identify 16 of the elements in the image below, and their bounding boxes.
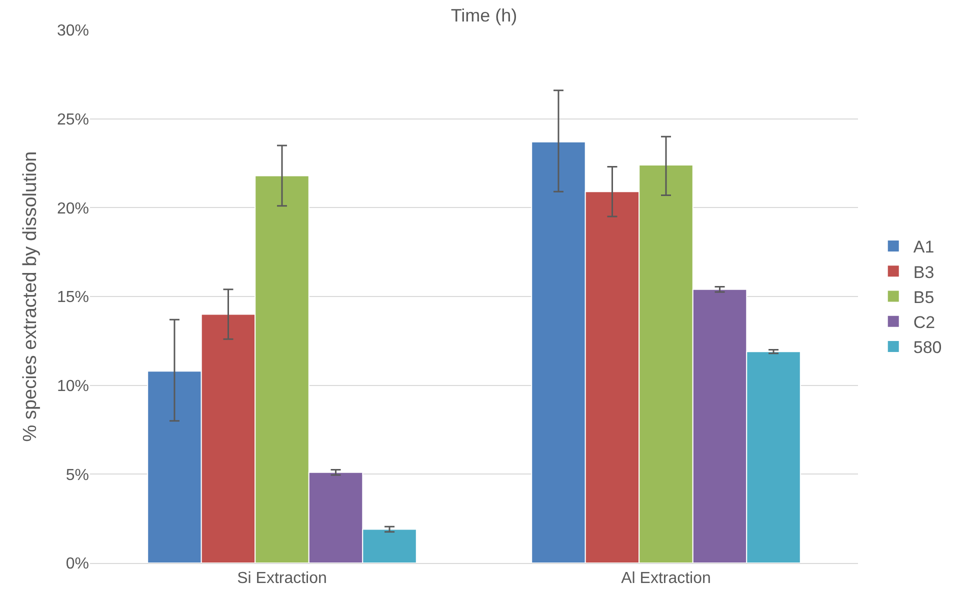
- y-tick-label: 5%: [66, 466, 89, 484]
- y-tick-label: 20%: [56, 200, 89, 218]
- y-axis-title: % species extracted by dissolution: [20, 151, 41, 442]
- y-tick-label: 10%: [56, 378, 89, 395]
- legend-label: B5: [913, 288, 934, 307]
- y-tick-label: 15%: [56, 289, 89, 306]
- y-tick-label: 25%: [56, 111, 89, 128]
- legend-label: C2: [913, 312, 936, 332]
- y-tick-label: 30%: [56, 22, 89, 40]
- x-tick-label: Si Extraction: [237, 570, 327, 588]
- legend-label: A1: [913, 238, 934, 257]
- legend-label: B3: [913, 262, 934, 282]
- y-tick-label: 0%: [66, 556, 89, 573]
- chart-title: Time (h): [450, 6, 518, 26]
- legend-label: 580: [913, 338, 942, 358]
- x-tick-label: Al Extraction: [621, 570, 711, 588]
